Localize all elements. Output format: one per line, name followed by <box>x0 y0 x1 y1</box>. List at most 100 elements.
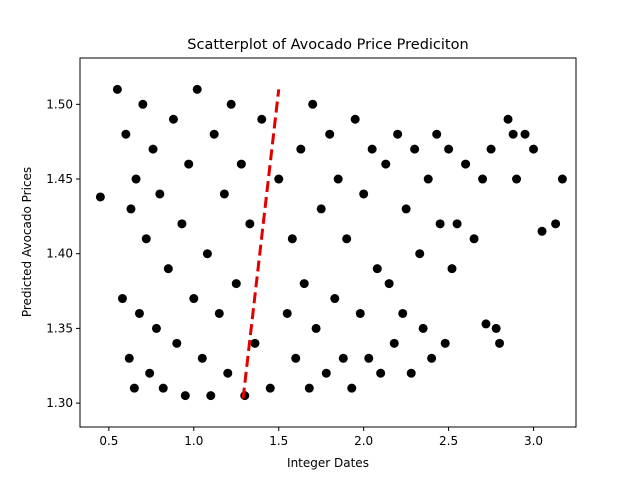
data-point <box>537 226 547 236</box>
data-point <box>209 129 219 139</box>
data-point <box>121 129 131 139</box>
y-tick-label: 1.30 <box>46 396 73 410</box>
data-point <box>129 383 139 393</box>
data-point <box>155 189 165 199</box>
data-point <box>316 204 326 214</box>
data-point <box>423 174 433 184</box>
data-point <box>223 368 233 378</box>
x-tick-label: 2.0 <box>354 434 373 448</box>
plot-area <box>79 57 577 428</box>
y-tick-label: 1.45 <box>46 172 73 186</box>
data-point <box>308 99 318 109</box>
data-point <box>410 144 420 154</box>
x-tick-label: 0.5 <box>99 434 118 448</box>
data-point <box>372 264 382 274</box>
data-point <box>478 174 488 184</box>
y-axis: 1.30 1.35 1.40 1.45 1.50 <box>46 97 80 410</box>
data-point <box>219 189 229 199</box>
data-point <box>250 338 260 348</box>
data-point <box>206 391 216 401</box>
data-point <box>452 219 462 229</box>
data-point <box>158 383 168 393</box>
x-axis-label: Integer Dates <box>287 456 369 470</box>
data-point <box>184 159 194 169</box>
data-point <box>311 323 321 333</box>
data-point <box>226 99 236 109</box>
data-point <box>444 144 454 154</box>
data-point <box>257 114 267 124</box>
data-point <box>138 99 148 109</box>
data-point <box>321 368 331 378</box>
data-point <box>168 114 178 124</box>
data-point <box>389 338 399 348</box>
data-point <box>287 234 297 244</box>
data-point <box>355 308 365 318</box>
data-point <box>151 323 161 333</box>
data-point <box>469 234 479 244</box>
data-point <box>265 383 275 393</box>
data-point <box>145 368 155 378</box>
data-point <box>520 129 530 139</box>
data-point <box>141 234 151 244</box>
data-point <box>350 114 360 124</box>
data-point <box>503 114 513 124</box>
data-point <box>95 192 105 202</box>
data-point <box>333 174 343 184</box>
data-point <box>393 129 403 139</box>
data-point <box>508 129 518 139</box>
x-axis: 0.5 1.0 1.5 2.0 2.5 3.0 <box>99 427 543 448</box>
data-point <box>427 353 437 363</box>
data-point <box>367 144 377 154</box>
data-point <box>282 308 292 318</box>
data-point <box>432 129 442 139</box>
data-point <box>330 294 340 304</box>
data-point <box>398 308 408 318</box>
data-point <box>495 338 505 348</box>
data-point <box>440 338 450 348</box>
points-layer <box>95 84 567 401</box>
x-tick-label: 1.0 <box>184 434 203 448</box>
plot-frame <box>79 57 577 428</box>
data-point <box>376 368 386 378</box>
y-tick-label: 1.40 <box>46 247 73 261</box>
data-point <box>384 279 394 289</box>
data-point <box>447 264 457 274</box>
data-point <box>381 159 391 169</box>
data-point <box>347 383 357 393</box>
data-point <box>202 249 212 259</box>
data-point <box>112 84 122 94</box>
trend-line-layer <box>241 89 281 399</box>
x-tick-label: 3.0 <box>524 434 543 448</box>
data-point <box>304 383 314 393</box>
data-point <box>461 159 471 169</box>
data-point <box>325 129 335 139</box>
data-point <box>435 219 445 229</box>
x-tick-label: 2.5 <box>439 434 458 448</box>
x-tick-label: 1.5 <box>269 434 288 448</box>
data-point <box>131 174 141 184</box>
y-tick-label: 1.35 <box>46 321 73 335</box>
data-point <box>418 323 428 333</box>
data-point <box>126 204 136 214</box>
data-point <box>148 144 158 154</box>
data-point <box>236 159 246 169</box>
data-point <box>364 353 374 363</box>
data-point <box>245 219 255 229</box>
data-point <box>415 249 425 259</box>
data-point <box>342 234 352 244</box>
data-point <box>231 279 241 289</box>
data-point <box>401 204 411 214</box>
chart-title: Scatterplot of Avocado Price Prediciton <box>187 37 468 53</box>
data-point <box>189 294 199 304</box>
data-point <box>296 144 306 154</box>
data-point <box>192 84 202 94</box>
data-point <box>338 353 348 363</box>
data-point <box>291 353 301 363</box>
data-point <box>134 308 144 318</box>
data-point <box>172 338 182 348</box>
data-point <box>197 353 207 363</box>
data-point <box>274 174 284 184</box>
trend-line <box>241 89 281 399</box>
